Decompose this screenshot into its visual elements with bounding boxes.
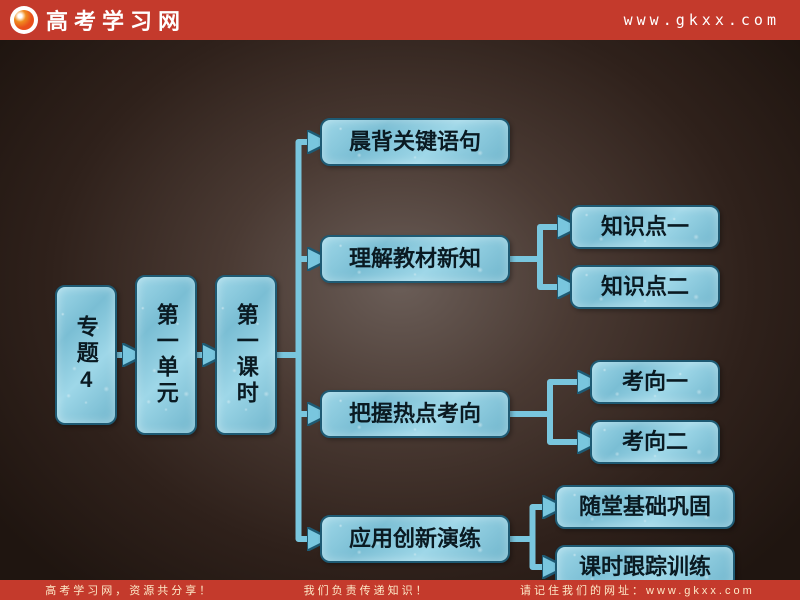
- node-n5[interactable]: 理解教材新知: [320, 235, 510, 283]
- edge-n3-n7: [277, 355, 320, 539]
- node-n2[interactable]: 第一单元: [135, 275, 197, 435]
- edge-n6-n11: [510, 414, 590, 442]
- diagram-canvas: 专题4 第一单元 第一课时 晨背关键语句理解教材新知把握热点考向应用创新演练 知识点一知…: [0, 40, 800, 580]
- edge-n3-n6: [277, 355, 320, 414]
- node-label: 第一课时: [232, 303, 260, 407]
- node-n1[interactable]: 专题4: [55, 285, 117, 425]
- node-n9[interactable]: 知识点二: [570, 265, 720, 309]
- node-n8[interactable]: 知识点一: [570, 205, 720, 249]
- node-label: 考向二: [622, 428, 688, 456]
- edge-n6-n10: [510, 382, 590, 414]
- edge-n7-n12: [510, 507, 555, 539]
- header-bar: 高考学习网 www.gkxx.com: [0, 0, 800, 40]
- node-n11[interactable]: 考向二: [590, 420, 720, 464]
- edge-n5-n9: [510, 259, 570, 287]
- node-label: 把握热点考向: [349, 400, 481, 428]
- node-label: 考向一: [622, 368, 688, 396]
- node-n12[interactable]: 随堂基础巩固: [555, 485, 735, 529]
- site-title: 高考学习网: [46, 4, 186, 36]
- edge-n3-n5: [277, 259, 320, 355]
- node-label: 晨背关键语句: [349, 128, 481, 156]
- site-url: www.gkxx.com: [624, 11, 780, 29]
- node-label: 知识点二: [601, 273, 689, 301]
- edge-n7-n13: [510, 539, 555, 567]
- node-label: 知识点一: [601, 213, 689, 241]
- node-n3[interactable]: 第一课时: [215, 275, 277, 435]
- footer-bar: 高考学习网，资源共分享！ 我们负责传递知识！ 请记住我们的网址：www.gkxx…: [0, 580, 800, 600]
- footer-mid: 我们负责传递知识！: [304, 582, 430, 598]
- node-n4[interactable]: 晨背关键语句: [320, 118, 510, 166]
- node-label: 理解教材新知: [349, 245, 481, 273]
- logo-swirl-icon: [14, 10, 34, 30]
- node-n10[interactable]: 考向一: [590, 360, 720, 404]
- node-label: 随堂基础巩固: [579, 493, 711, 521]
- node-n6[interactable]: 把握热点考向: [320, 390, 510, 438]
- footer-right: 请记住我们的网址：www.gkxx.com: [520, 582, 755, 598]
- footer-left: 高考学习网，资源共分享！: [45, 582, 213, 598]
- node-label: 专题4: [72, 315, 100, 396]
- logo-icon: [10, 6, 38, 34]
- node-label: 第一单元: [152, 303, 180, 407]
- edge-n5-n8: [510, 227, 570, 259]
- edge-n3-n4: [277, 142, 320, 355]
- node-label: 课时跟踪训练: [579, 553, 711, 581]
- node-n7[interactable]: 应用创新演练: [320, 515, 510, 563]
- node-label: 应用创新演练: [349, 525, 481, 553]
